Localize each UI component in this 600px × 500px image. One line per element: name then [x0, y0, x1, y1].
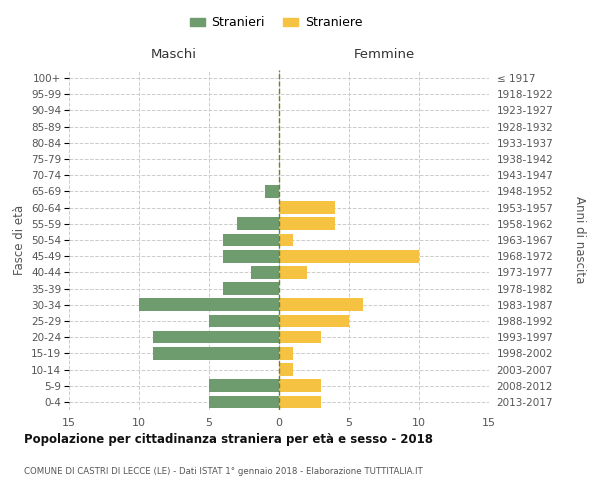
Bar: [265, 185, 279, 198]
Bar: [279, 298, 363, 311]
Bar: [279, 234, 293, 246]
Bar: [279, 347, 293, 360]
Text: Femmine: Femmine: [353, 48, 415, 61]
Y-axis label: Anni di nascita: Anni di nascita: [573, 196, 586, 284]
Bar: [209, 396, 279, 408]
Bar: [251, 266, 279, 278]
Bar: [279, 331, 321, 344]
Bar: [223, 282, 279, 295]
Legend: Stranieri, Straniere: Stranieri, Straniere: [185, 11, 367, 34]
Bar: [279, 363, 293, 376]
Bar: [279, 218, 335, 230]
Bar: [279, 396, 321, 408]
Bar: [209, 380, 279, 392]
Bar: [279, 380, 321, 392]
Bar: [279, 314, 349, 328]
Bar: [153, 331, 279, 344]
Text: Popolazione per cittadinanza straniera per età e sesso - 2018: Popolazione per cittadinanza straniera p…: [24, 432, 433, 446]
Bar: [279, 266, 307, 278]
Bar: [153, 347, 279, 360]
Bar: [209, 314, 279, 328]
Text: Maschi: Maschi: [151, 48, 197, 61]
Bar: [237, 218, 279, 230]
Bar: [139, 298, 279, 311]
Bar: [223, 250, 279, 262]
Bar: [279, 202, 335, 214]
Bar: [223, 234, 279, 246]
Bar: [279, 250, 419, 262]
Text: COMUNE DI CASTRI DI LECCE (LE) - Dati ISTAT 1° gennaio 2018 - Elaborazione TUTTI: COMUNE DI CASTRI DI LECCE (LE) - Dati IS…: [24, 468, 423, 476]
Y-axis label: Fasce di età: Fasce di età: [13, 205, 26, 275]
